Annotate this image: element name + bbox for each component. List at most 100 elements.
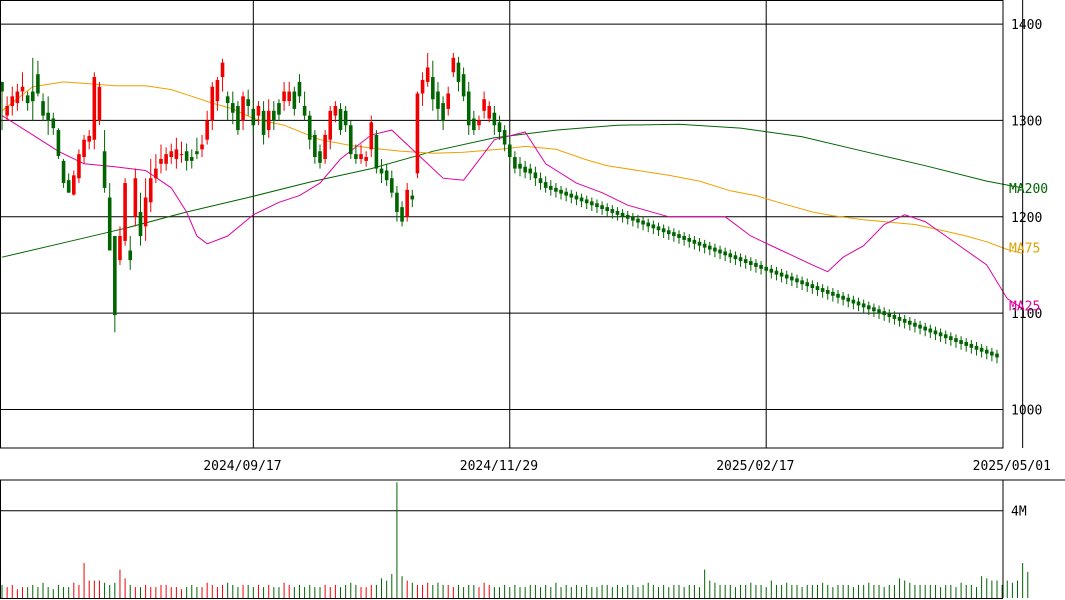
candle-body xyxy=(25,95,30,104)
candle-body xyxy=(990,351,994,356)
candle-body xyxy=(164,154,168,164)
candle xyxy=(343,105,348,132)
candle-body xyxy=(395,192,399,212)
candle xyxy=(969,340,974,354)
candle xyxy=(605,203,610,217)
candle-body xyxy=(749,261,753,265)
candle-body xyxy=(718,249,722,254)
candle xyxy=(379,158,384,184)
candle xyxy=(918,320,922,335)
candle xyxy=(461,67,466,102)
candle xyxy=(764,263,768,277)
candle-body xyxy=(872,307,876,312)
candle-body xyxy=(323,134,327,159)
candle-body xyxy=(41,101,45,116)
candle xyxy=(107,183,112,251)
candle-body xyxy=(30,91,35,102)
candle-body xyxy=(631,216,635,221)
candle xyxy=(579,193,584,208)
candle-body xyxy=(189,157,194,161)
candle-body xyxy=(554,187,558,192)
candle xyxy=(943,330,948,344)
candle xyxy=(502,125,507,152)
candle xyxy=(733,251,738,265)
candle-body xyxy=(461,74,466,97)
candle-body xyxy=(36,74,40,94)
candle xyxy=(738,253,743,267)
candle-body xyxy=(405,189,409,217)
candle xyxy=(184,143,189,171)
candle xyxy=(707,241,712,256)
candle xyxy=(318,144,322,169)
candle xyxy=(389,170,394,198)
candle-body xyxy=(456,62,461,82)
candle-body xyxy=(543,182,548,188)
candle xyxy=(790,272,794,287)
candle xyxy=(128,236,133,270)
candle xyxy=(800,276,804,290)
candle xyxy=(831,288,835,302)
candle-body xyxy=(343,110,348,126)
candle xyxy=(656,222,661,237)
candle-body xyxy=(825,289,830,294)
candle-body xyxy=(759,264,763,269)
candle-body xyxy=(369,122,374,150)
candle-body xyxy=(179,154,184,156)
candle xyxy=(518,157,522,177)
candle-body xyxy=(574,195,579,200)
candle xyxy=(687,234,692,248)
candle xyxy=(261,101,266,145)
candle-body xyxy=(318,151,322,163)
candle xyxy=(974,342,979,356)
ma25-line xyxy=(1,115,1023,309)
candle xyxy=(584,195,589,210)
candle-body xyxy=(636,218,640,223)
candle xyxy=(574,191,579,206)
ma-label-ma200: MA200 xyxy=(1009,182,1048,197)
candle xyxy=(87,130,91,150)
candle-body xyxy=(338,108,343,131)
candle-body xyxy=(389,178,394,193)
candle xyxy=(25,91,30,111)
candle-body xyxy=(995,353,999,358)
candle xyxy=(277,99,281,121)
candle-body xyxy=(328,110,333,140)
candle-body xyxy=(472,118,476,131)
candle xyxy=(482,91,486,119)
candle-body xyxy=(379,168,384,174)
candle xyxy=(887,309,892,323)
candle xyxy=(754,259,758,273)
candle-body xyxy=(723,251,727,256)
candle-body xyxy=(651,224,656,229)
candle-body xyxy=(148,178,153,203)
candle-body xyxy=(800,280,804,285)
candle xyxy=(487,101,492,123)
ma-label-ma25: MA25 xyxy=(1009,299,1040,314)
candle xyxy=(297,74,302,104)
candle xyxy=(282,81,286,111)
candle xyxy=(287,81,292,106)
candle-body xyxy=(159,158,163,164)
candle xyxy=(466,81,471,135)
candle xyxy=(661,224,666,238)
candle-body xyxy=(133,178,138,217)
candle-body xyxy=(595,203,599,208)
candle-body xyxy=(646,222,651,227)
candle-body xyxy=(851,299,856,304)
candle-body xyxy=(820,288,825,292)
candle xyxy=(774,266,779,281)
candle-body xyxy=(949,336,953,341)
candle xyxy=(713,243,717,258)
candle xyxy=(820,284,825,298)
candle-body xyxy=(20,86,25,92)
candle-body xyxy=(979,347,984,352)
candle-body xyxy=(984,349,989,354)
candle xyxy=(123,178,127,246)
candle-body xyxy=(10,96,15,106)
candle-body xyxy=(364,157,368,161)
candle xyxy=(369,115,374,158)
candlesticks xyxy=(0,52,999,364)
candle-body xyxy=(943,334,948,339)
candle-body xyxy=(251,108,256,126)
ma75-line xyxy=(1,81,1023,254)
